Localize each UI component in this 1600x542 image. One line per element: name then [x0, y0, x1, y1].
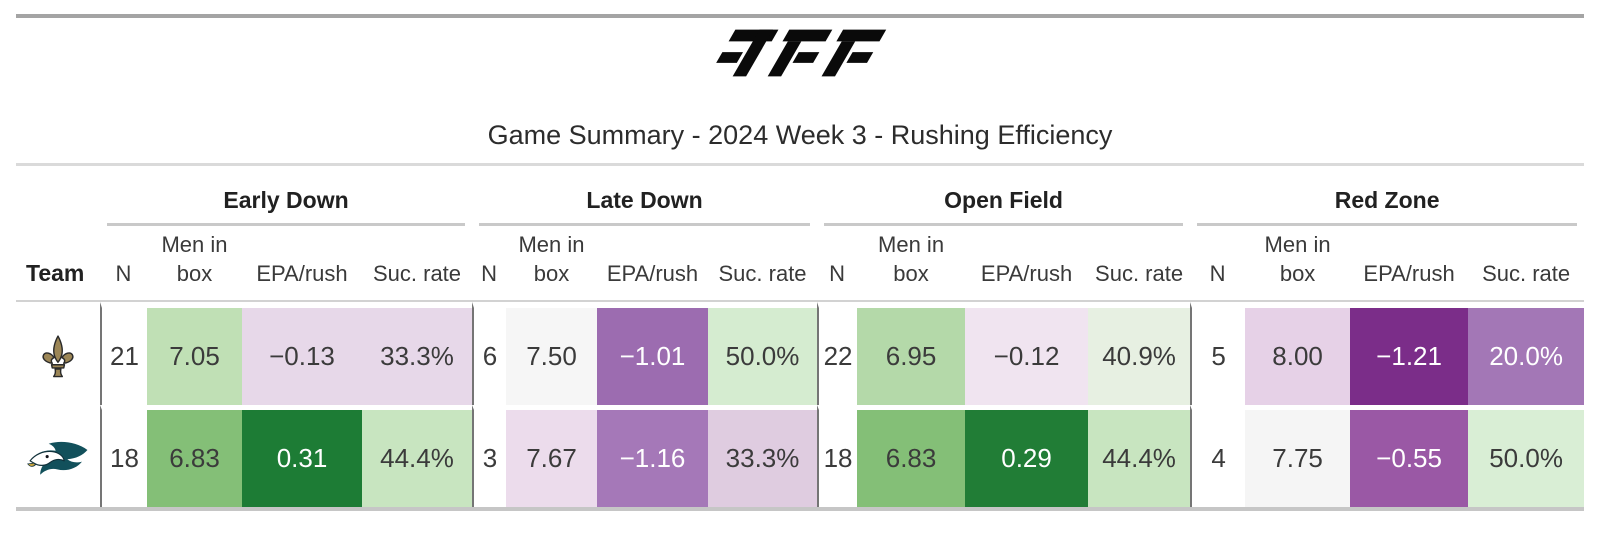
stat-cell: 7.50	[506, 302, 598, 405]
stat-cell: 8.00	[1245, 302, 1351, 405]
table-row-saints: 21 7.05 −0.13 33.3% 6 7.50 −1.01 50.0% 2…	[16, 302, 1585, 405]
group-header-early-down: Early Down	[100, 166, 472, 226]
col-header-epa-rush: EPA/rush	[597, 226, 709, 302]
group-underline	[107, 223, 466, 226]
bottom-rule	[16, 507, 1584, 511]
stat-cell: 6.83	[857, 405, 966, 507]
stat-cell: 22	[817, 302, 858, 405]
col-header-suc-rate: Suc. rate	[1088, 226, 1191, 302]
stat-cell: 5	[1190, 302, 1246, 405]
stat-cell: 20.0%	[1468, 302, 1585, 405]
group-underline	[479, 223, 811, 226]
group-header-open-field: Open Field	[817, 166, 1190, 226]
col-header-suc-rate: Suc. rate	[1468, 226, 1585, 302]
col-header-men-in-box: Men in box	[1245, 226, 1351, 302]
col-header-men-in-box: Men in box	[857, 226, 966, 302]
col-header-epa-rush: EPA/rush	[242, 226, 362, 302]
stat-cell: 33.3%	[708, 405, 818, 507]
col-header-suc-rate: Suc. rate	[362, 226, 473, 302]
col-header-men-in-box: Men in box	[506, 226, 598, 302]
stat-cell: 50.0%	[1468, 405, 1585, 507]
group-header-red-zone: Red Zone	[1190, 166, 1584, 226]
col-header-men-in-box: Men in box	[147, 226, 242, 302]
stat-cell: 0.31	[242, 405, 362, 507]
stat-cell: 6	[472, 302, 507, 405]
col-header-n: N	[817, 226, 858, 302]
header-divider	[16, 163, 1584, 166]
rushing-efficiency-table: Early Down Late Down Open Field Red Zone…	[16, 166, 1585, 507]
stat-cell: 7.75	[1245, 405, 1351, 507]
stat-cell: 4	[1190, 405, 1246, 507]
col-header-epa-rush: EPA/rush	[1350, 226, 1469, 302]
group-underline	[824, 223, 1184, 226]
col-header-suc-rate: Suc. rate	[708, 226, 818, 302]
group-underline	[1197, 223, 1578, 226]
group-label: Early Down	[223, 187, 349, 213]
stat-cell: 3	[472, 405, 507, 507]
column-header-row: Team N Men in box EPA/rush Suc. rate N M…	[16, 226, 1585, 302]
stat-cell: 6.95	[857, 302, 966, 405]
team-group-spacer	[16, 166, 100, 226]
stat-cell: 33.3%	[362, 302, 473, 405]
group-label: Red Zone	[1334, 187, 1440, 213]
stat-cell: 44.4%	[1088, 405, 1191, 507]
top-rule	[16, 14, 1584, 18]
logo-container	[0, 29, 1600, 81]
col-header-n: N	[100, 226, 147, 302]
stat-cell: 7.67	[506, 405, 598, 507]
stat-cell: −1.01	[597, 302, 709, 405]
group-header-row: Early Down Late Down Open Field Red Zone	[16, 166, 1584, 226]
table-row-eagles: 18 6.83 0.31 44.4% 3 7.67 −1.16 33.3% 18…	[16, 405, 1585, 507]
stat-cell: −1.16	[597, 405, 709, 507]
stat-cell: 18	[817, 405, 858, 507]
pff-logo-icon	[716, 29, 887, 77]
team-cell-eagles	[16, 405, 100, 507]
col-header-epa-rush: EPA/rush	[965, 226, 1089, 302]
stat-cell: 18	[100, 405, 147, 507]
stat-cell: −0.13	[242, 302, 362, 405]
stat-cell: −0.12	[965, 302, 1089, 405]
team-column-header: Team	[16, 226, 100, 302]
stat-cell: 6.83	[147, 405, 242, 507]
col-header-n: N	[472, 226, 507, 302]
team-cell-saints	[16, 302, 100, 405]
page-title: Game Summary - 2024 Week 3 - Rushing Eff…	[487, 120, 1113, 150]
new-orleans-saints-logo-icon	[42, 335, 74, 378]
col-header-n: N	[1190, 226, 1246, 302]
stat-cell: 0.29	[965, 405, 1089, 507]
stat-cell: −1.21	[1350, 302, 1469, 405]
group-header-late-down: Late Down	[472, 166, 817, 226]
stat-cell: 40.9%	[1088, 302, 1191, 405]
group-label: Open Field	[944, 187, 1063, 213]
stat-cell: 50.0%	[708, 302, 818, 405]
group-label: Late Down	[586, 187, 703, 213]
stat-cell: −0.55	[1350, 405, 1469, 507]
stat-cell: 7.05	[147, 302, 242, 405]
stat-cell: 44.4%	[362, 405, 473, 507]
stat-cell: 21	[100, 302, 147, 405]
philadelphia-eagles-logo-icon	[27, 441, 88, 475]
